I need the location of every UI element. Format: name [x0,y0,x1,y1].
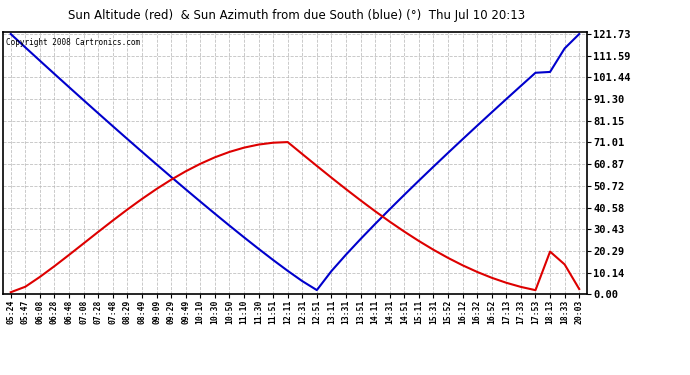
Text: Sun Altitude (red)  & Sun Azimuth from due South (blue) (°)  Thu Jul 10 20:13: Sun Altitude (red) & Sun Azimuth from du… [68,9,525,22]
Text: Copyright 2008 Cartronics.com: Copyright 2008 Cartronics.com [6,39,141,48]
